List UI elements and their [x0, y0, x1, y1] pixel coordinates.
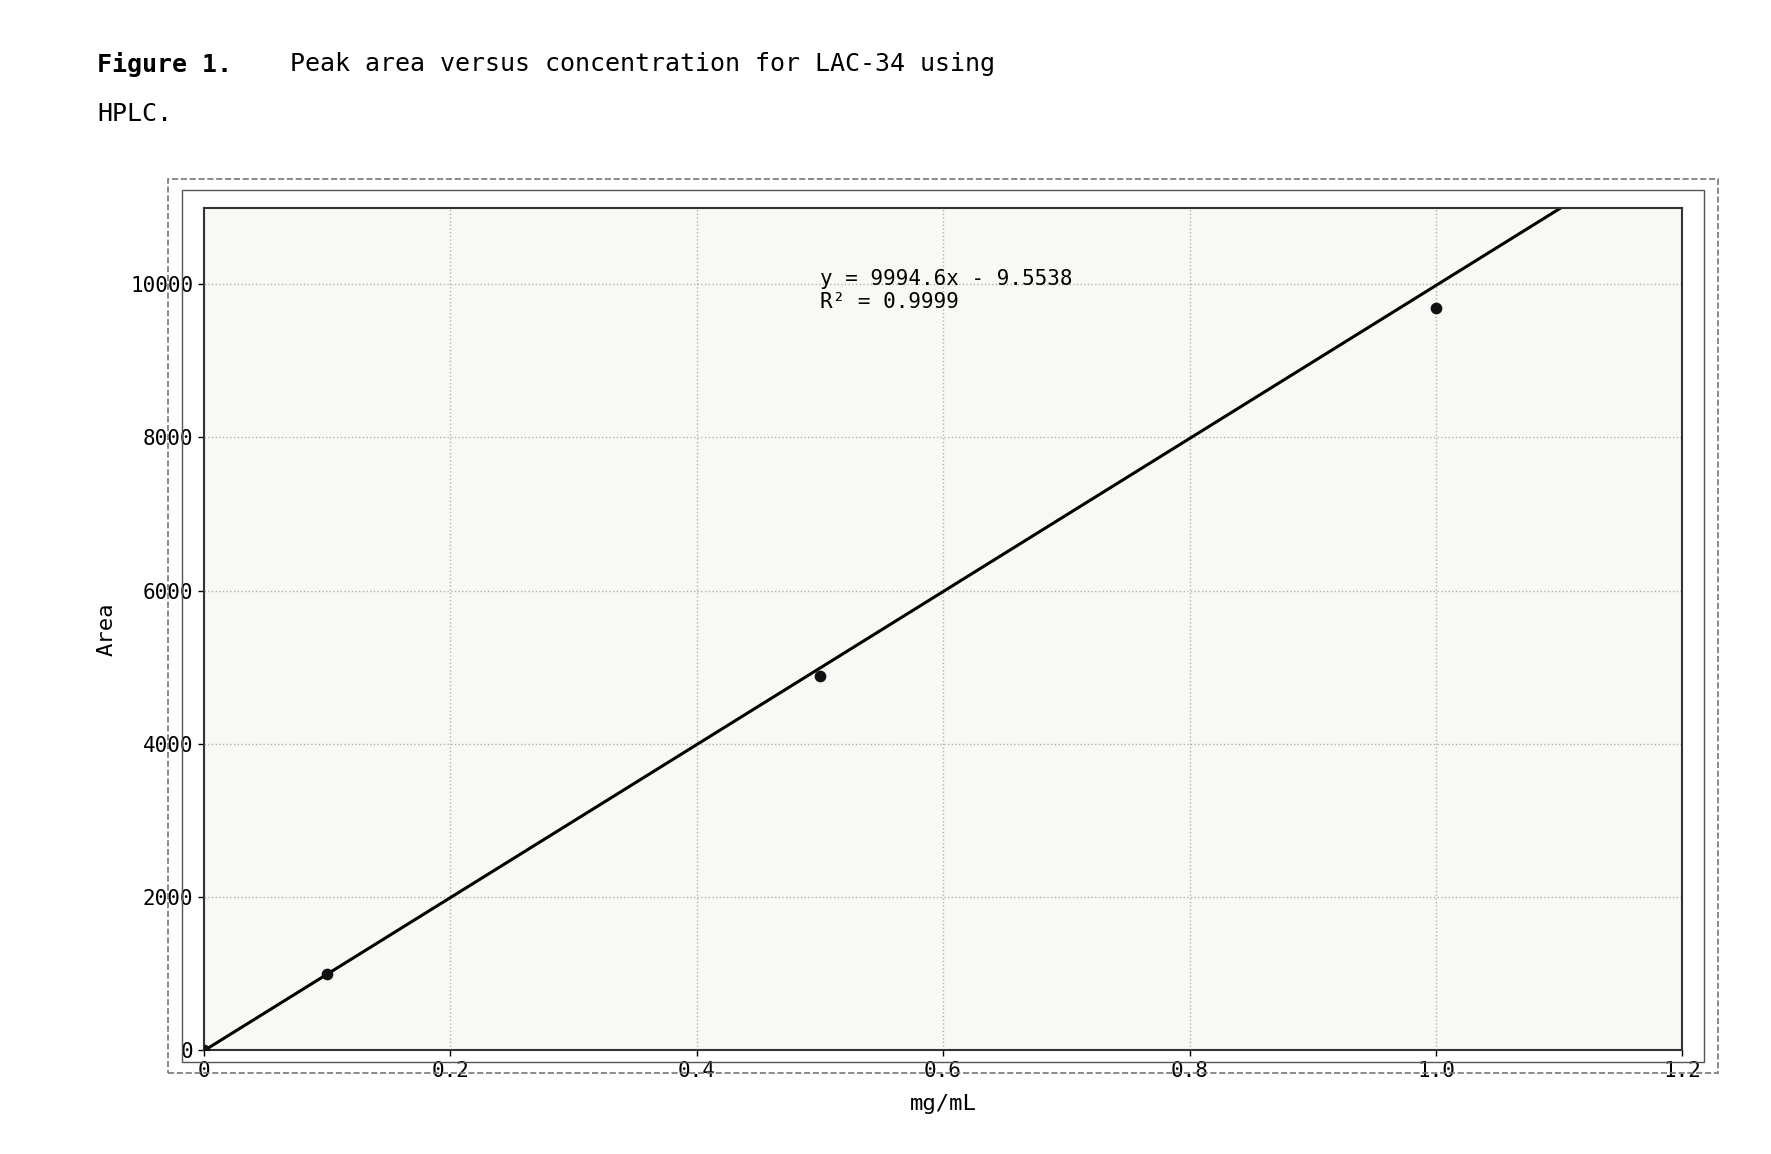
Y-axis label: Area: Area [96, 602, 117, 655]
Point [313, 965, 342, 983]
Point [1422, 299, 1450, 317]
Point [189, 1041, 218, 1059]
Text: Peak area versus concentration for LAC-34 using: Peak area versus concentration for LAC-3… [260, 52, 995, 76]
Text: Figure 1.: Figure 1. [97, 52, 232, 77]
X-axis label: mg/mL: mg/mL [910, 1094, 976, 1115]
Text: HPLC.: HPLC. [97, 102, 172, 126]
Point [806, 667, 834, 685]
Text: y = 9994.6x - 9.5538
R² = 0.9999: y = 9994.6x - 9.5538 R² = 0.9999 [820, 269, 1071, 313]
